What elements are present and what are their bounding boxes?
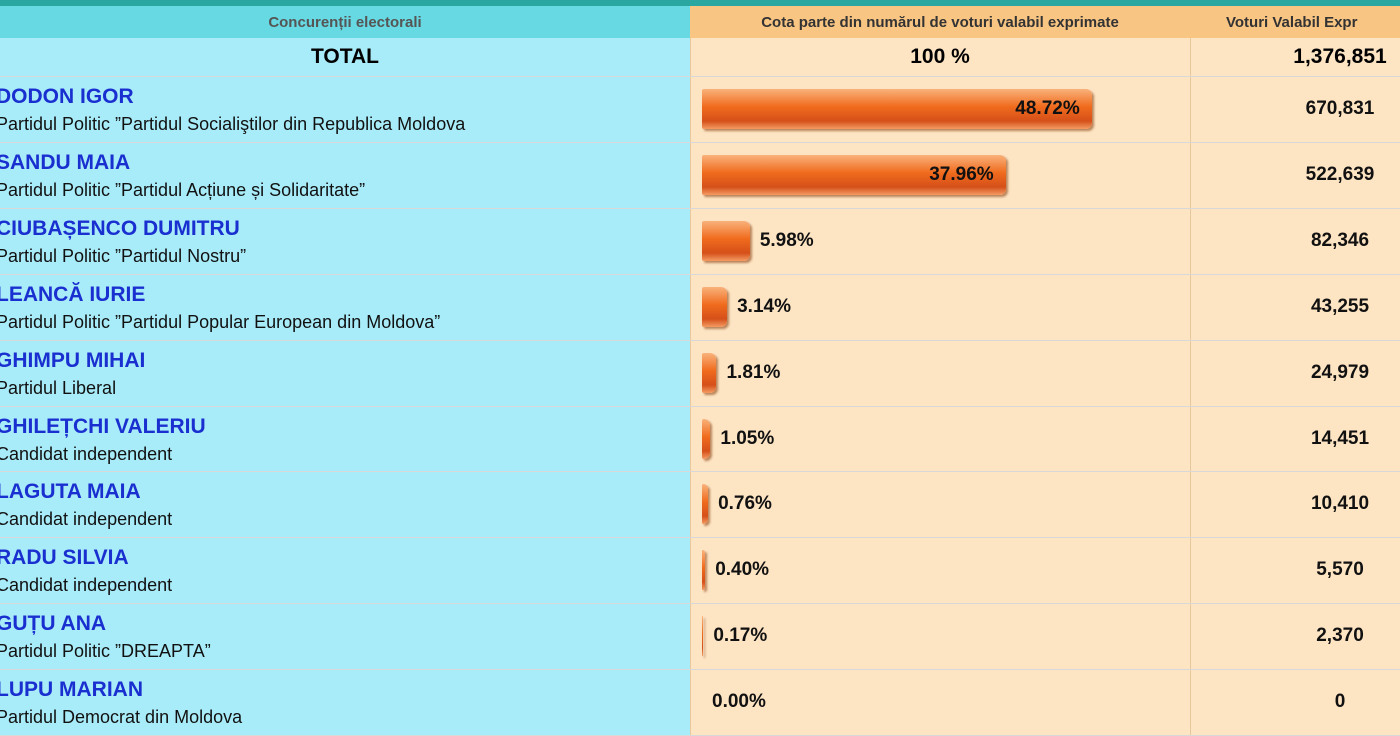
share-bar [702,484,709,525]
total-label: TOTAL [310,45,380,68]
votes: 10,410 [1310,493,1370,515]
share-label: 1.81% [726,361,781,383]
votes: 82,346 [1310,229,1370,251]
candidate-name: RADU SILVIA [0,546,129,570]
candidate-party: Partidul Politic ”DREAPTA” [0,641,211,662]
total-share: 100 % [910,45,970,68]
share-label: 0.17% [713,625,768,647]
votes: 0 [1334,691,1346,713]
candidate-party: Partidul Democrat din Moldova [0,707,243,728]
share-bar [702,550,706,591]
candidate-party: Candidat independent [0,575,173,596]
separator [0,273,1400,275]
share-bar [702,220,750,261]
share-bar [702,154,1006,195]
share-bar [702,352,717,393]
share-label: 1.05% [720,427,775,449]
share-bar [702,89,1092,129]
candidate-party: Partidul Politic ”Partidul Popular Europ… [0,311,441,332]
separator [0,669,1400,671]
separator [0,207,1400,209]
candidate-column [0,0,690,735]
candidate-party: Partidul Politic ”Partidul Acțiune și So… [0,179,366,200]
candidate-name: GUȚU ANA [0,612,107,636]
candidate-name: SANDU MAIA [0,150,131,174]
header-share: Cota parte din numărul de voturi valabil… [690,0,1190,38]
share-label: 37.96% [929,163,994,185]
share-label: 0.00% [712,691,766,713]
separator [0,141,1400,143]
candidate-name: GHILEȚCHI VALERIU [0,414,206,438]
votes-column [1190,0,1400,735]
total-votes: 1,376,851 [1293,45,1387,68]
share-bar [702,418,711,459]
candidate-name: LEANCĂ IURIE [0,282,146,306]
separator [0,537,1400,539]
candidate-party: Partidul Liberal [0,377,117,398]
separator [0,405,1400,407]
votes: 14,451 [1310,427,1370,449]
header-candidates: Concurenții electorali [0,0,690,38]
votes: 670,831 [1305,98,1375,119]
separator [0,603,1400,605]
candidate-name: CIUBAȘENCO DUMITRU [0,216,240,240]
candidate-party: Partidul Politic ”Partidul Nostru” [0,245,247,266]
separator [0,471,1400,473]
separator [0,339,1400,341]
candidate-name: DODON IGOR [0,85,134,108]
share-label: 48.72% [1015,98,1080,119]
votes: 43,255 [1310,295,1370,317]
candidate-name: GHIMPU MIHAI [0,348,146,372]
share-label: 3.14% [737,295,791,317]
header-votes: Voturi Valabil Expr [1190,0,1400,38]
votes: 2,370 [1316,625,1364,647]
candidate-party: Partidul Politic ”Partidul Socialiştilor… [0,114,466,134]
share-label: 0.40% [715,559,770,581]
separator [0,76,1400,77]
share-bar [702,286,728,327]
candidate-name: LUPU MARIAN [0,678,143,702]
votes: 24,979 [1310,361,1370,383]
votes: 522,639 [1305,163,1375,185]
share-label: 0.76% [718,493,772,515]
candidate-party: Candidat independent [0,509,173,530]
share-bar [702,616,704,657]
share-label: 5.98% [759,229,814,251]
candidate-party: Candidat independent [0,443,173,464]
votes: 5,570 [1316,559,1364,581]
candidate-name: LAGUTA MAIA [0,480,141,504]
